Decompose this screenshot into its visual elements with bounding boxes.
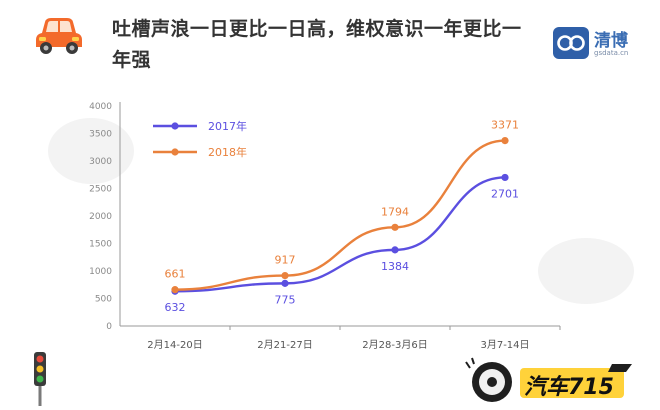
x-tick-label: 2月21-27日 [257, 339, 312, 351]
legend-marker [171, 148, 179, 156]
data-label: 775 [275, 293, 296, 306]
brand-name: 清博 [594, 31, 628, 51]
series-line [174, 139, 506, 291]
data-label: 2701 [491, 187, 519, 200]
data-point [501, 136, 509, 145]
legend-marker [171, 122, 179, 130]
data-point [391, 246, 399, 254]
watermark-bubble-right [538, 238, 634, 304]
legend-label: 2018年 [208, 145, 247, 159]
data-point [501, 173, 509, 182]
data-labels: 632 775 1384 2701 661 917 1794 3371 [165, 119, 520, 315]
data-point [171, 286, 179, 294]
data-label: 1384 [381, 260, 409, 273]
y-tick-label: 3000 [89, 157, 112, 167]
y-tick-label: 0 [106, 322, 112, 332]
y-tick-label: 4000 [89, 102, 112, 112]
data-label: 3371 [491, 119, 519, 132]
series-line [174, 176, 506, 293]
header: 吐槽声浪一日更比一日高，维权意识一年更比一年强 清博 gsdata.cn [0, 0, 660, 90]
brand-url: gsdata.cn [594, 49, 629, 57]
y-tick-labels: 0 500 1000 1500 2000 2500 3000 3500 4000 [89, 102, 112, 332]
qiche715-logo: 汽车715 [465, 357, 632, 402]
data-label: 632 [165, 301, 186, 314]
x-tick-labels: 2月14-20日 2月21-27日 2月28-3月6日 3月7-14日 [147, 326, 561, 351]
legend-label: 2017年 [208, 119, 247, 133]
x-tick-label: 3月7-14日 [480, 339, 529, 351]
chart-axes [119, 102, 560, 327]
chart-title: 吐槽声浪一日更比一日高，维权意识一年更比一年强 [112, 18, 522, 71]
data-label: 1794 [381, 205, 409, 218]
series-lines [174, 139, 506, 293]
chart-legend: 2017年 2018年 [153, 119, 247, 159]
x-tick-label: 2月28-3月6日 [362, 339, 427, 351]
logo-text: 汽车715 [524, 374, 614, 400]
y-tick-label: 1500 [89, 240, 112, 250]
series-points [171, 136, 509, 295]
data-label: 661 [165, 268, 186, 281]
x-tick-label: 2月14-20日 [147, 339, 202, 351]
y-tick-label: 500 [95, 295, 112, 305]
car-icon [36, 18, 82, 54]
qingbo-logo-icon [553, 27, 589, 59]
data-point [281, 271, 289, 280]
line-chart: 0 500 1000 1500 2000 2500 3000 3500 4000 2月14-20… [89, 102, 561, 351]
data-point [281, 279, 289, 287]
traffic-light-icon [34, 352, 46, 406]
y-tick-label: 2000 [89, 212, 112, 222]
y-tick-label: 2500 [89, 185, 112, 195]
y-tick-label: 3500 [89, 130, 112, 140]
data-label: 917 [275, 254, 296, 267]
y-tick-label: 1000 [89, 267, 112, 277]
data-point [391, 223, 399, 231]
